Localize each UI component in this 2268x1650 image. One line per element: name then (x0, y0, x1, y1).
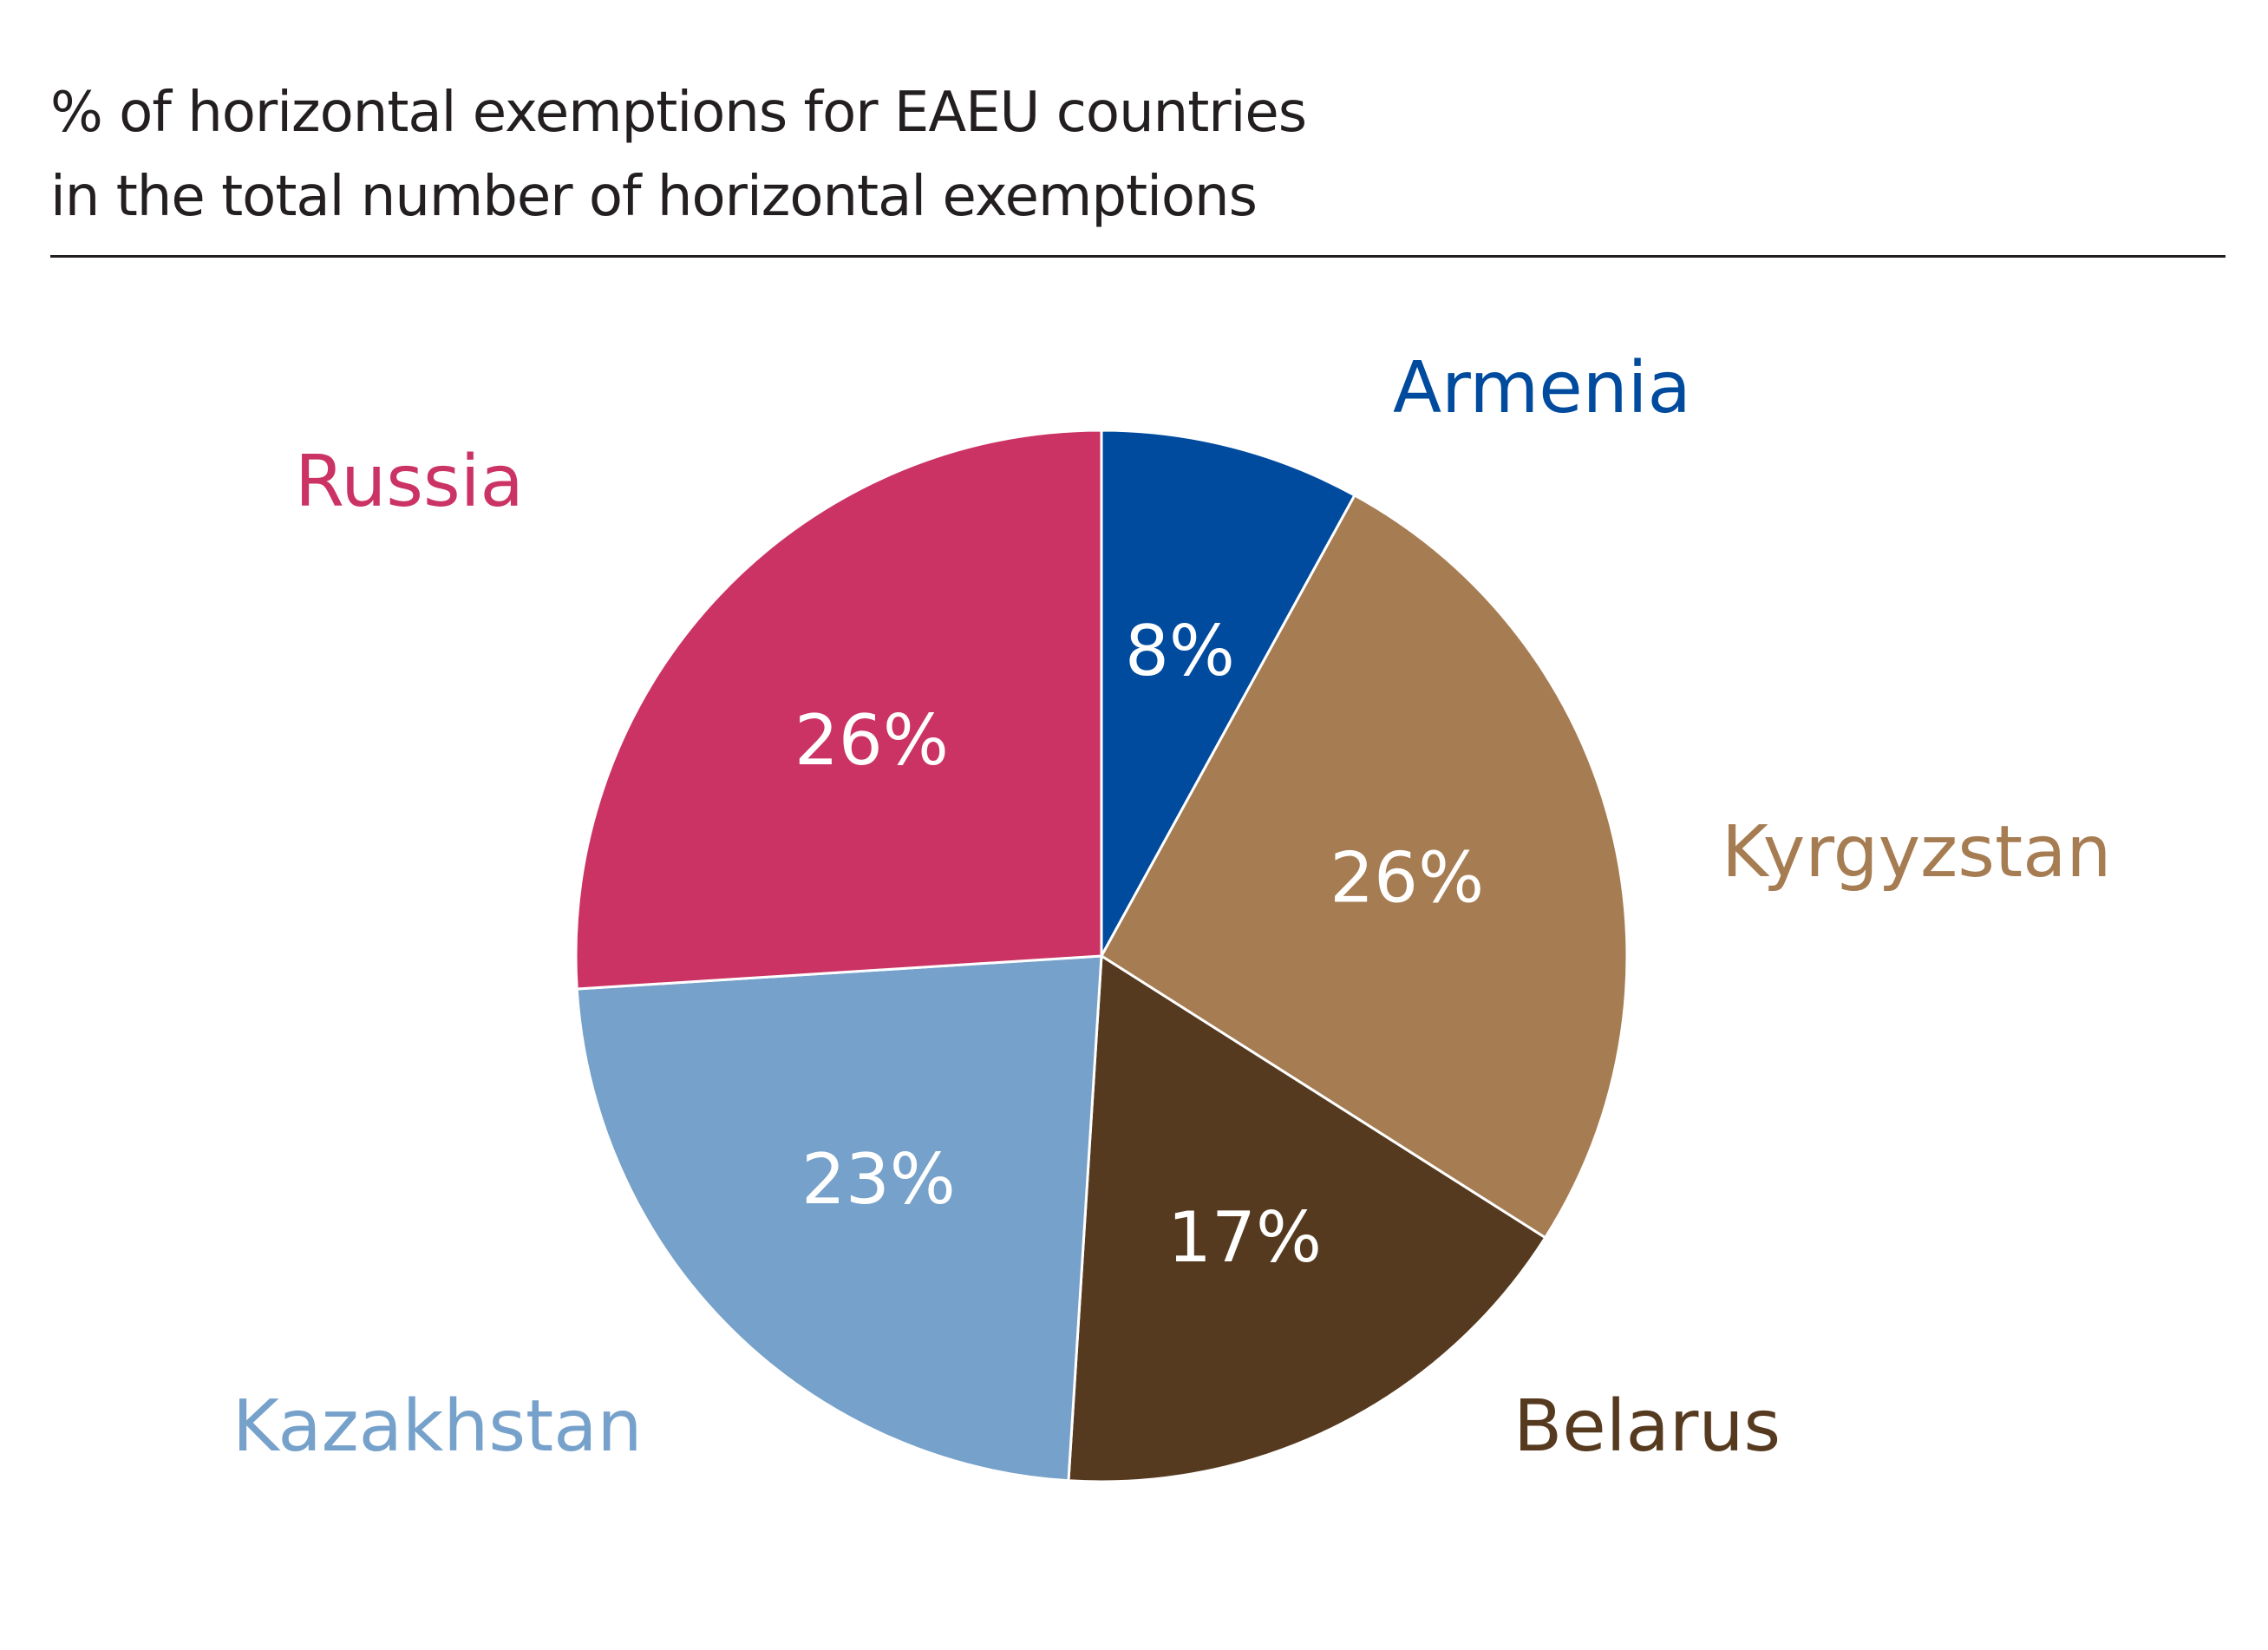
chart-title: % of horizontal exemptions for EAEU coun… (50, 71, 1307, 239)
pie-value-label-kazakhstan: 23% (801, 1139, 956, 1220)
pie-percentage-labels: 8% 26% 17% 23% 26% (794, 611, 1484, 1278)
pie-slice-russia (574, 429, 1103, 991)
pie-category-label-kazakhstan: Kazakhstan (232, 1385, 642, 1468)
pie-slice-belarus (1067, 953, 1547, 1483)
pie-value-label-armenia: 8% (1125, 611, 1235, 691)
pie-category-label-belarus: Belarus (1513, 1385, 1781, 1468)
pie-value-label-kyrgyzstan: 26% (1330, 838, 1484, 919)
chart-title-line-1: % of horizontal exemptions for EAEU coun… (50, 81, 1307, 145)
pie-slice-kyrgyzstan (1100, 493, 1629, 1240)
pie-category-label-russia: Russia (295, 441, 524, 523)
title-divider (50, 255, 2226, 258)
pie-value-label-belarus: 17% (1167, 1197, 1322, 1278)
pie-category-label-armenia: Armenia (1393, 347, 1691, 429)
pie-slice-kazakhstan (575, 954, 1103, 1483)
pie-category-labels: Armenia Kyrgyzstan Belarus Kazakhstan Russia (232, 347, 2111, 1468)
pie-slices (574, 429, 1629, 1483)
pie-slice-armenia (1100, 429, 1356, 957)
pie-value-label-russia: 26% (794, 700, 949, 781)
chart-title-line-2: in the total number of horizontal exempt… (50, 165, 1258, 229)
pie-category-label-kyrgyzstan: Kyrgyzstan (1722, 811, 2111, 894)
